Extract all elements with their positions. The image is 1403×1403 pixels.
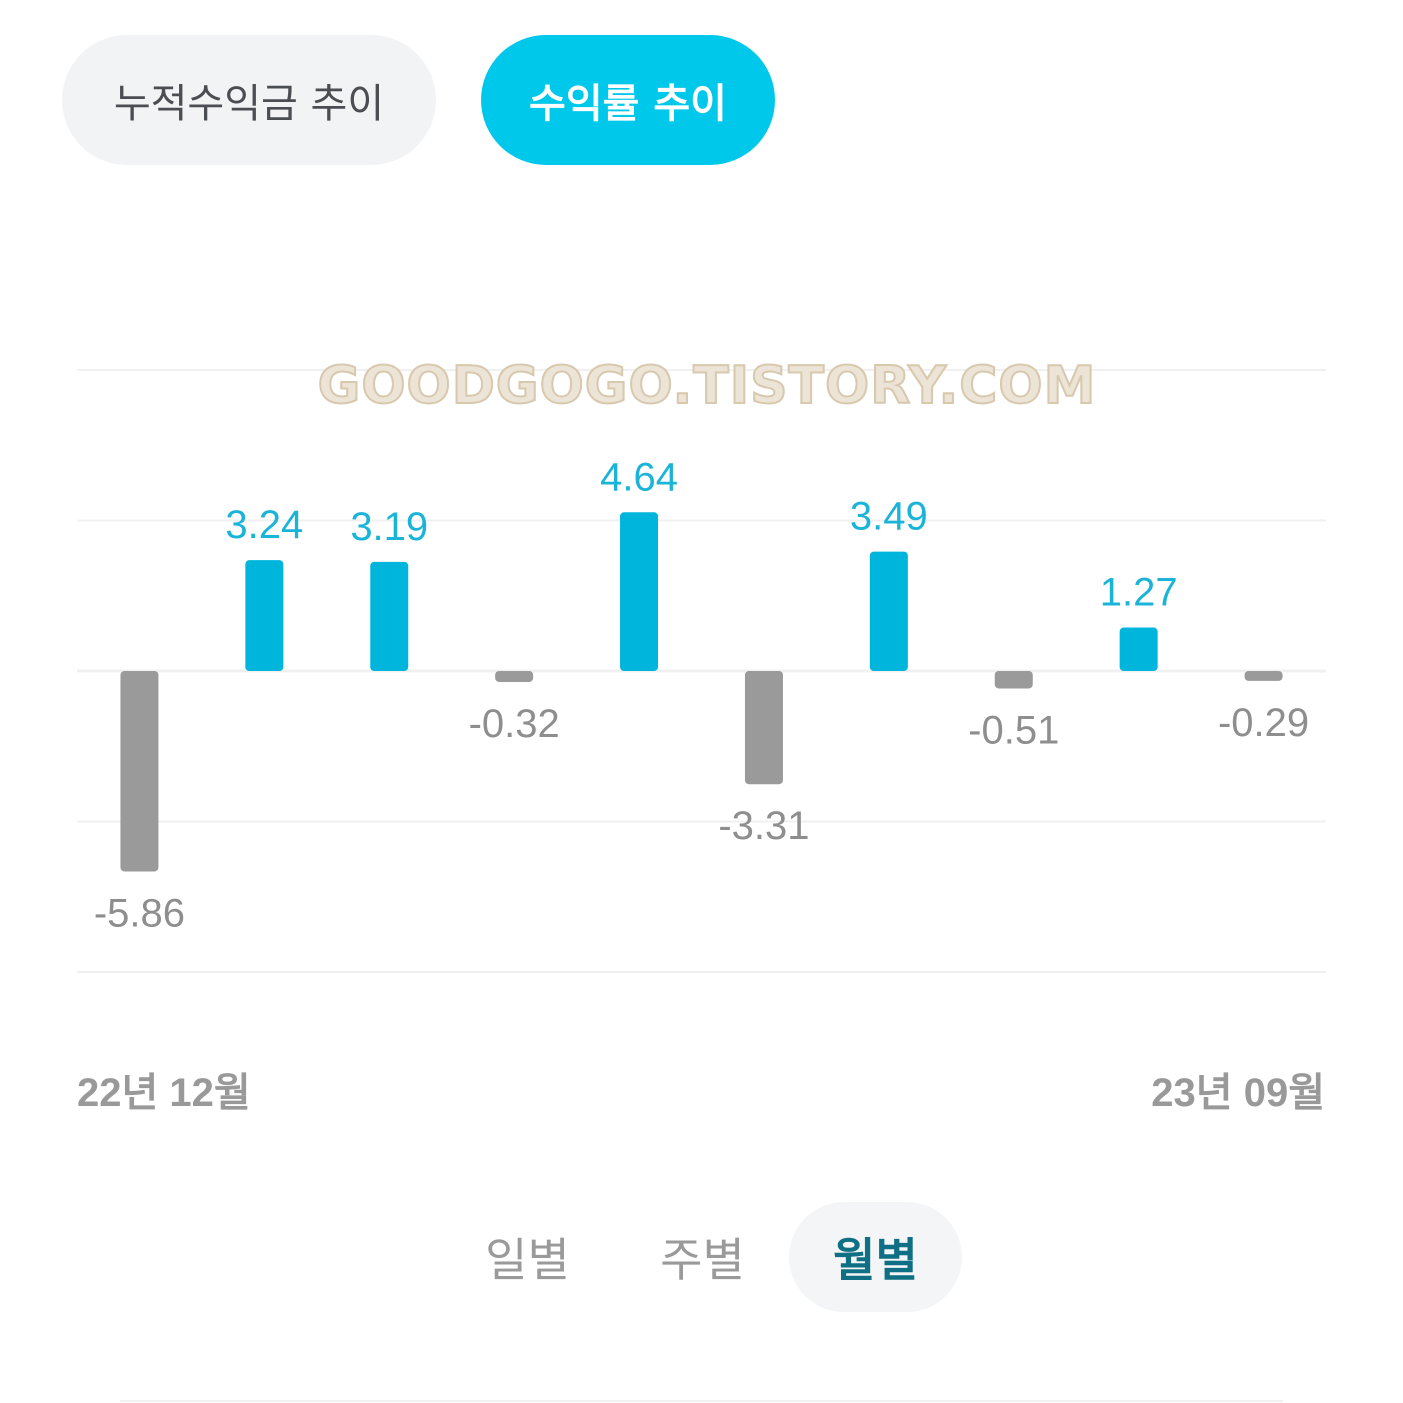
chart-bar (869, 551, 908, 671)
chart-data-label: 1.27 (1100, 571, 1178, 615)
chart-bar (245, 560, 284, 671)
chart-data-label: -0.32 (469, 702, 560, 746)
chart-gridlines (77, 369, 1326, 973)
chart-bar (620, 512, 659, 671)
chart-bars (120, 512, 1283, 872)
chart-data-label: -0.51 (968, 708, 1059, 752)
chart-data-label: 3.19 (350, 505, 428, 549)
chart-bar (495, 671, 534, 682)
chart-bar (1119, 627, 1158, 671)
period-tab-weekly[interactable]: 주별 (660, 1233, 745, 1287)
chart-data-label: -5.86 (94, 891, 185, 935)
bottom-divider (120, 1400, 1283, 1402)
chart-data-labels: -5.86 3.24 3.19 -0.32 4.64 -3.31 3.49 -0.51 1.27… (94, 455, 1309, 935)
tab-cumulative-profit-trend[interactable]: 누적수익금 추이 (62, 35, 436, 165)
chart-bar (744, 671, 783, 785)
x-axis-end-label: 23년 09월 (1151, 1071, 1325, 1115)
x-axis-start-label: 22년 12월 (77, 1071, 251, 1115)
chart-data-label: -0.29 (1218, 701, 1309, 745)
chart-data-label: 3.49 (850, 495, 928, 539)
chart-bar (370, 561, 409, 671)
tab-return-rate-trend[interactable]: 수익률 추이 (481, 35, 775, 165)
chart-data-label: -3.31 (718, 804, 809, 848)
period-tab-monthly[interactable]: 월별 (789, 1202, 962, 1312)
chart-bar (994, 671, 1033, 689)
period-tab-daily[interactable]: 일별 (485, 1233, 570, 1287)
chart-bar (120, 671, 159, 872)
chart-bar (1244, 671, 1283, 681)
watermark-text: GOODGOGO.TISTORY.COM (318, 356, 1097, 416)
chart-data-label: 4.64 (600, 455, 678, 499)
chart-data-label: 3.24 (225, 503, 303, 547)
